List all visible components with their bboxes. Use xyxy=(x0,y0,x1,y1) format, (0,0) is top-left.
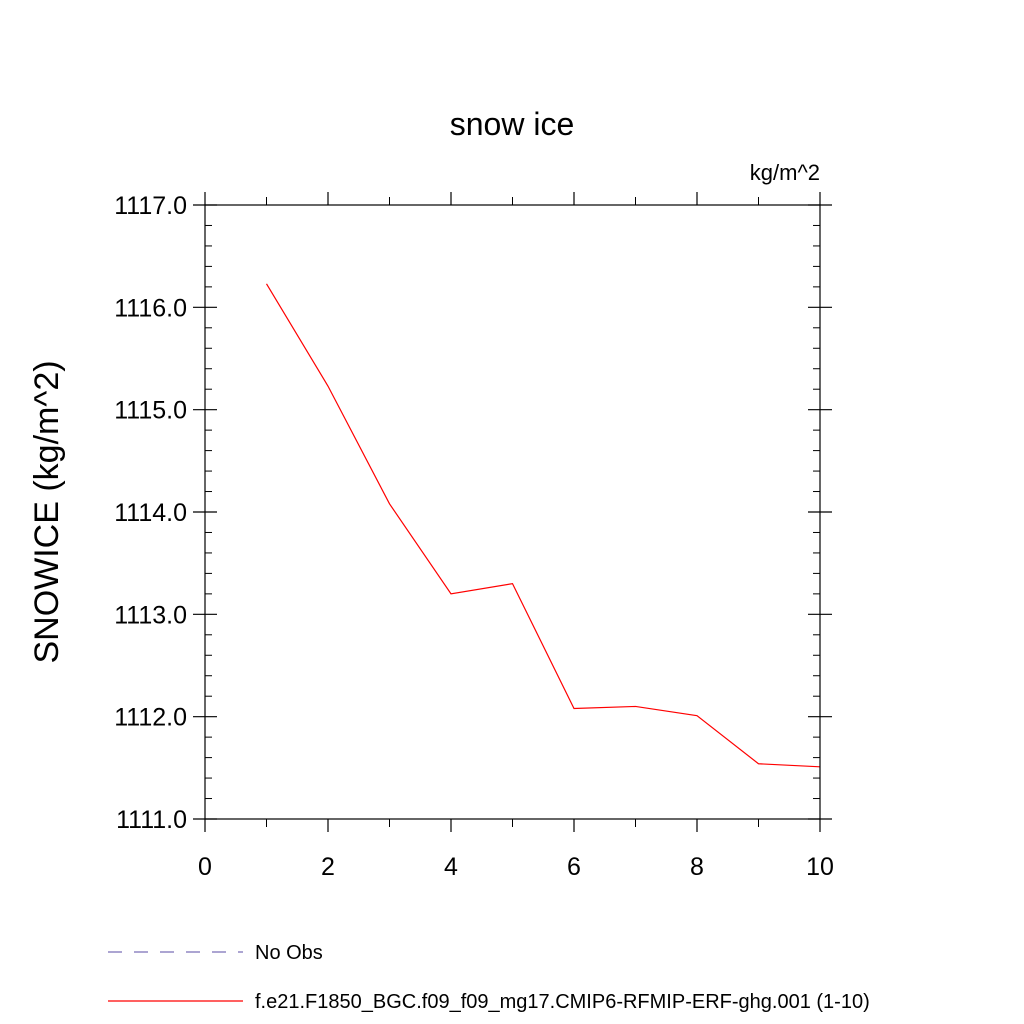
major-ticks xyxy=(193,192,832,832)
legend-label: f.e21.F1850_BGC.f09_f09_mg17.CMIP6-RFMIP… xyxy=(255,991,870,1013)
y-tick-label: 1117.0 xyxy=(114,192,187,220)
x-tick-label: 0 xyxy=(198,853,212,881)
y-tick-label: 1112.0 xyxy=(114,704,187,732)
y-tick-label: 1116.0 xyxy=(114,294,187,322)
units-label: kg/m^2 xyxy=(750,160,820,185)
x-tick-label: 8 xyxy=(690,853,704,881)
legend-label: No Obs xyxy=(255,942,323,964)
x-tick-label: 2 xyxy=(321,853,335,881)
series-layer xyxy=(265,283,821,768)
x-tick-label: 4 xyxy=(444,853,458,881)
y-axis-label: SNOWICE (kg/m^2) xyxy=(28,360,66,663)
x-tick-label: 10 xyxy=(806,853,834,881)
series-line xyxy=(265,283,821,768)
y-tick-label: 1113.0 xyxy=(114,601,187,629)
legend: No Obs f.e21.F1850_BGC.f09_f09_mg17.CMIP6… xyxy=(108,942,870,1013)
chart-title: snow ice xyxy=(450,106,575,142)
x-tick-labels: 0 2 4 6 8 10 xyxy=(198,853,834,881)
y-tick-labels: 1111.0 1112.0 1113.0 1114.0 1115.0 1116.0 1117… xyxy=(114,192,187,834)
y-tick-label: 1111.0 xyxy=(116,806,187,834)
y-tick-label: 1115.0 xyxy=(114,397,187,425)
minor-ticks xyxy=(205,197,820,827)
x-tick-label: 6 xyxy=(567,853,581,881)
y-tick-label: 1114.0 xyxy=(114,499,187,527)
plot-frame xyxy=(204,204,821,820)
